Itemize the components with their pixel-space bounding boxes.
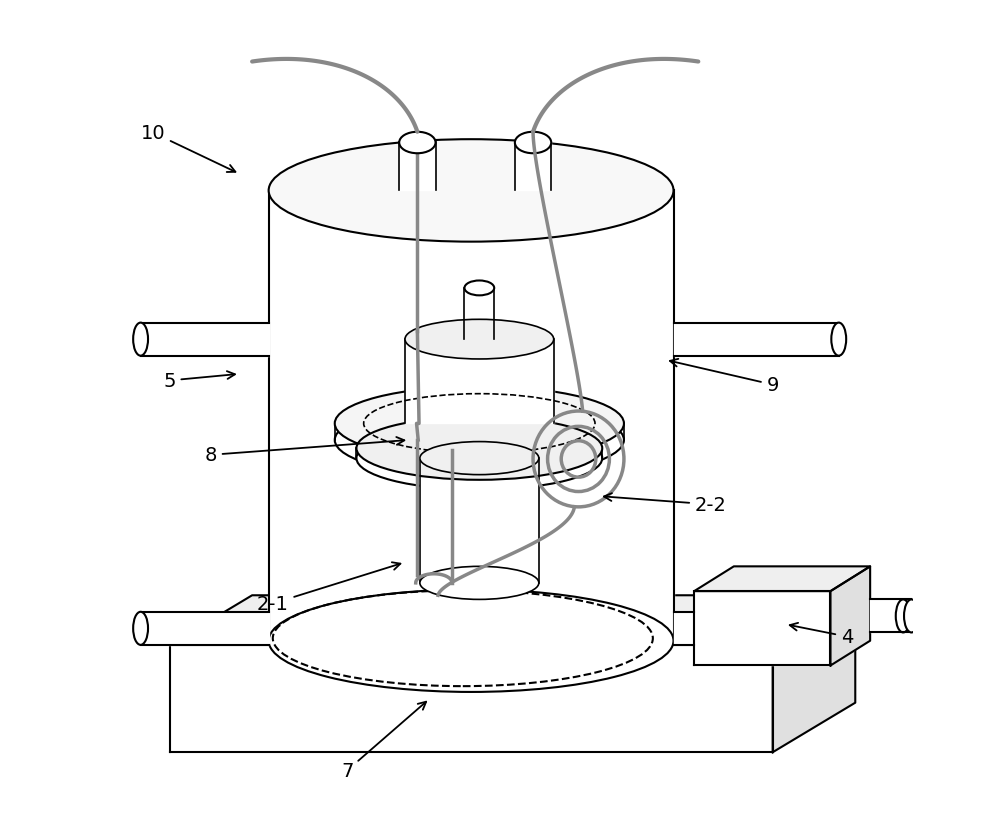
Polygon shape [773, 595, 855, 753]
Polygon shape [405, 339, 554, 424]
Text: 5: 5 [163, 372, 235, 391]
Text: 2-2: 2-2 [604, 493, 727, 514]
Ellipse shape [335, 403, 624, 478]
Polygon shape [335, 424, 624, 440]
Ellipse shape [420, 566, 539, 599]
Polygon shape [170, 645, 773, 753]
Text: 4: 4 [790, 623, 853, 647]
Polygon shape [420, 459, 539, 583]
Text: 9: 9 [670, 359, 779, 395]
Ellipse shape [133, 323, 148, 356]
Polygon shape [141, 323, 269, 356]
Ellipse shape [405, 320, 554, 359]
Ellipse shape [904, 599, 919, 633]
Polygon shape [170, 595, 855, 645]
Polygon shape [356, 449, 602, 459]
Polygon shape [141, 612, 269, 645]
Polygon shape [515, 143, 551, 191]
Text: 10: 10 [141, 124, 235, 173]
Text: 7: 7 [341, 702, 426, 780]
Ellipse shape [831, 323, 846, 356]
Polygon shape [269, 191, 674, 641]
Ellipse shape [399, 132, 436, 154]
Polygon shape [870, 599, 911, 633]
Ellipse shape [269, 590, 674, 692]
Ellipse shape [356, 417, 602, 480]
Polygon shape [674, 612, 694, 645]
Ellipse shape [420, 442, 539, 475]
Ellipse shape [133, 612, 148, 645]
Ellipse shape [896, 599, 911, 633]
Ellipse shape [405, 404, 554, 444]
Ellipse shape [269, 140, 674, 243]
Polygon shape [694, 566, 870, 591]
Text: 2-1: 2-1 [257, 562, 400, 614]
Ellipse shape [335, 387, 624, 461]
Ellipse shape [464, 282, 494, 296]
Polygon shape [399, 143, 436, 191]
Polygon shape [464, 289, 494, 339]
Ellipse shape [515, 132, 551, 154]
Polygon shape [674, 323, 839, 356]
Text: 8: 8 [205, 437, 404, 465]
Ellipse shape [356, 427, 602, 490]
Polygon shape [694, 591, 830, 666]
Polygon shape [830, 566, 870, 666]
